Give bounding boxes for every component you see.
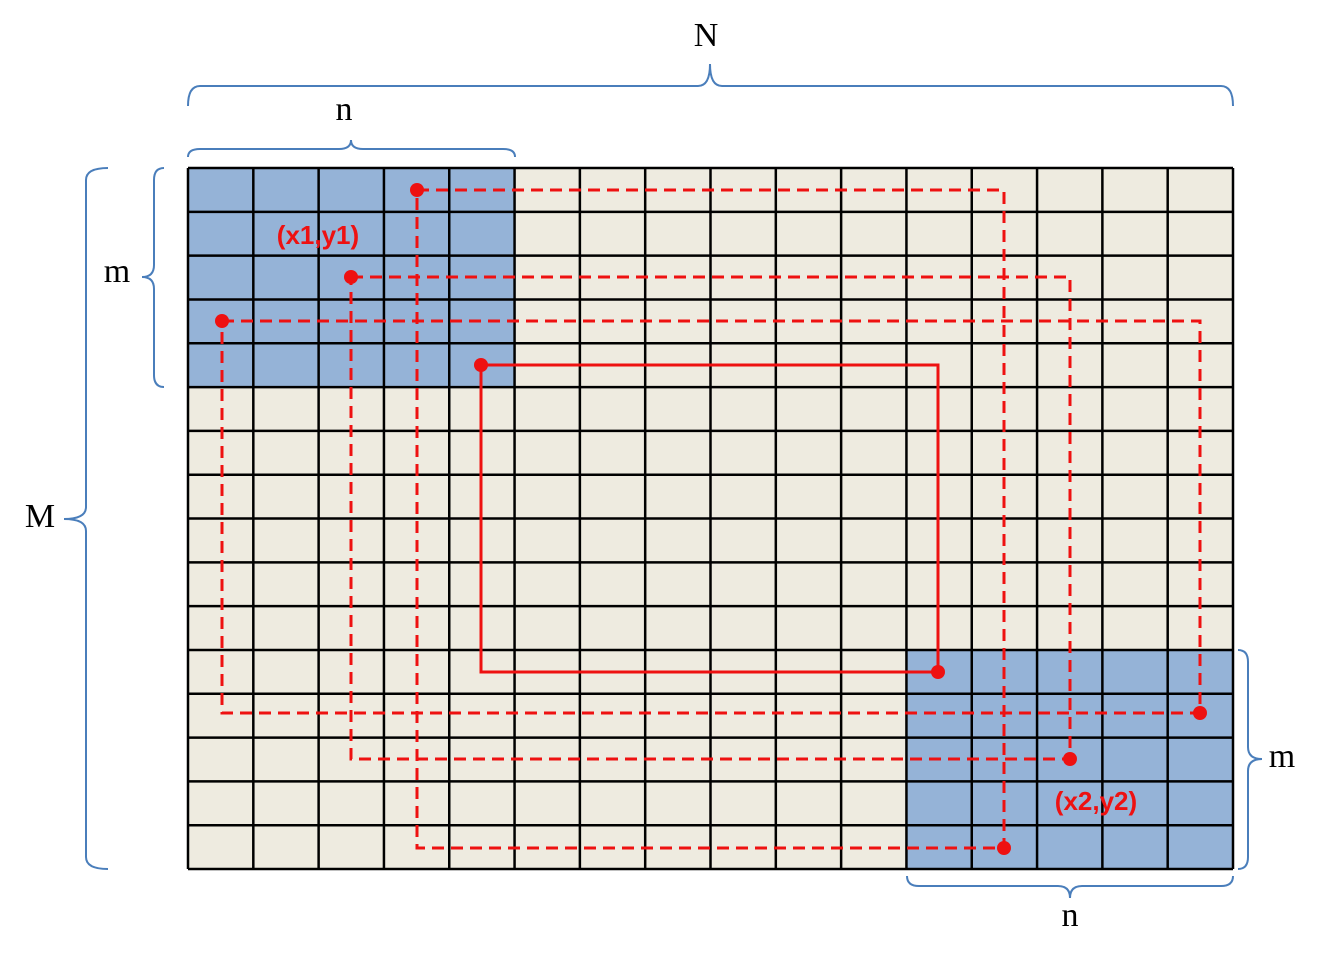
end-dot	[931, 665, 945, 679]
label-window-width: n	[336, 91, 353, 128]
braces	[63, 63, 1263, 899]
label-window-height: m	[104, 253, 130, 290]
start-dot	[474, 358, 488, 372]
end-dot	[1063, 752, 1077, 766]
start-point-label: (x1,y1)	[277, 220, 359, 250]
label-window-height: m	[1269, 738, 1295, 775]
end-dot	[1193, 706, 1207, 720]
brace	[141, 167, 165, 388]
brace	[63, 167, 109, 870]
brace	[906, 875, 1234, 899]
end-point-label: (x2,y2)	[1055, 786, 1137, 816]
start-dot	[410, 183, 424, 197]
label-big-width: N	[694, 17, 719, 54]
brace	[1237, 649, 1263, 870]
label-window-width: n	[1062, 897, 1079, 934]
start-dot	[215, 314, 229, 328]
brace	[187, 139, 516, 158]
start-dot	[344, 270, 358, 284]
label-big-height: M	[25, 498, 55, 535]
window-paths	[215, 183, 1207, 855]
end-dot	[997, 841, 1011, 855]
brace	[187, 63, 1234, 107]
cell-grid	[186, 166, 1235, 871]
